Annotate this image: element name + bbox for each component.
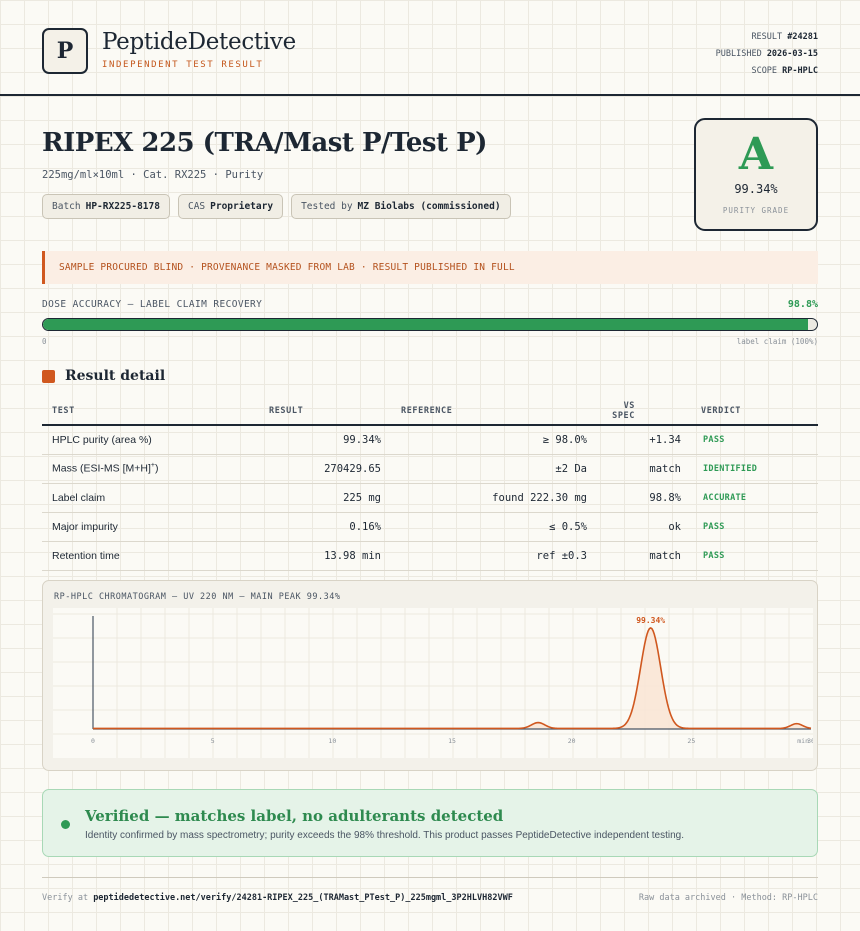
cell-result: 99.34% xyxy=(259,425,391,455)
chromatogram-card: RP-HPLC CHROMATOGRAM — UV 220 NM — MAIN … xyxy=(42,580,818,771)
cell-test: Label claim xyxy=(42,483,259,513)
cell-verdict: ACCURATE xyxy=(691,483,818,513)
x-tick-label: 20 xyxy=(568,737,576,745)
x-tick-label: 0 xyxy=(91,737,95,745)
cell-result: 0.16% xyxy=(259,512,391,542)
cell-result: 225 mg xyxy=(259,483,391,513)
chip-cas: CAS Proprietary xyxy=(177,194,284,219)
section-title: Result detail xyxy=(65,368,166,384)
cell-test: Retention time xyxy=(42,541,259,571)
cell-vs-spec: 98.8% xyxy=(597,483,691,513)
cell-verdict: PASS xyxy=(691,512,818,542)
section-marker-icon xyxy=(42,370,55,383)
report-header: P PeptideDetective INDEPENDENT TEST RESU… xyxy=(0,0,860,96)
cell-reference: ≤ 0.5% xyxy=(391,512,597,542)
verify-link[interactable]: Verify at peptidedetective.net/verify/24… xyxy=(42,893,513,903)
procurement-notice: SAMPLE PROCURED BLIND · PROVENANCE MASKE… xyxy=(42,251,818,284)
grade-letter: A xyxy=(738,129,774,180)
grade-percent: 99.34% xyxy=(734,182,778,196)
report-meta: RESULT #24281 PUBLISHED 2026-03-15 SCOPE… xyxy=(716,29,818,80)
dose-accuracy-fill xyxy=(43,319,808,330)
cell-vs-spec: match xyxy=(597,454,691,484)
cell-vs-spec: +1.34 xyxy=(597,425,691,455)
chromatogram-line xyxy=(93,626,812,730)
dose-max-label: label claim (100%) xyxy=(736,337,818,346)
dose-accuracy-label: DOSE ACCURACY — LABEL CLAIM RECOVERY xyxy=(42,299,263,310)
cell-reference: found 222.30 mg xyxy=(391,483,597,513)
cell-test: HPLC purity (area %) xyxy=(42,425,259,455)
verified-banner: Verified — matches label, no adulterants… xyxy=(42,789,818,857)
table-row: Retention time 13.98 min ref ±0.3 match … xyxy=(42,541,818,571)
cell-test: Major impurity xyxy=(42,512,259,542)
chip-batch: Batch HP-RX225-8178 xyxy=(42,194,170,219)
cell-verdict: PASS xyxy=(691,541,818,571)
table-row: HPLC purity (area %) 99.34% ≥ 98.0% +1.3… xyxy=(42,425,818,455)
col-verdict: VERDICT xyxy=(691,397,818,426)
verified-text: Identity confirmed by mass spectrometry;… xyxy=(85,830,685,841)
x-tick-label: 15 xyxy=(448,737,456,745)
x-tick-label: 5 xyxy=(211,737,215,745)
meta-scope: SCOPE RP-HPLC xyxy=(751,66,818,76)
cell-verdict: PASS xyxy=(691,425,818,455)
col-vs-spec: VS SPEC xyxy=(597,397,691,426)
footer-method: Raw data archived · Method: RP-HPLC xyxy=(638,893,818,903)
cell-vs-spec: ok xyxy=(597,512,691,542)
meta-result: RESULT #24281 xyxy=(751,32,818,42)
meta-published: PUBLISHED 2026-03-15 xyxy=(715,49,818,59)
chip-tested-by: Tested by MZ Biolabs (commissioned) xyxy=(291,194,511,219)
cell-test: Mass (ESI-MS [M+H]+) xyxy=(42,454,259,484)
cell-reference: ref ±0.3 xyxy=(391,541,597,571)
col-reference: REFERENCE xyxy=(391,397,597,426)
dose-accuracy-value: 98.8% xyxy=(787,299,818,310)
cell-result: 270429.65 xyxy=(259,454,391,484)
product-title: RIPEX 225 (TRA/Mast P/Test P) xyxy=(42,128,487,158)
col-result: RESULT xyxy=(259,397,391,426)
verified-dot-icon xyxy=(61,820,70,829)
cell-result: 13.98 min xyxy=(259,541,391,571)
brand-tagline: INDEPENDENT TEST RESULT xyxy=(102,60,264,70)
table-header-row: TEST RESULT REFERENCE VS SPEC VERDICT xyxy=(42,397,818,426)
x-tick-label: 25 xyxy=(687,737,695,745)
x-tick-label: 30 xyxy=(807,737,813,745)
table-row: Mass (ESI-MS [M+H]+) 270429.65 ±2 Da mat… xyxy=(42,454,818,484)
table-row: Label claim 225 mg found 222.30 mg 98.8%… xyxy=(42,483,818,513)
product-chips: Batch HP-RX225-8178 CAS Proprietary Tested… xyxy=(42,194,511,219)
results-table: TEST RESULT REFERENCE VS SPEC VERDICT HP… xyxy=(42,397,818,571)
brand-logo: P xyxy=(42,28,88,74)
dose-min-label: 0 xyxy=(42,337,47,346)
cell-vs-spec: match xyxy=(597,541,691,571)
footer-divider xyxy=(42,877,818,878)
peak-label: 99.34% xyxy=(636,616,665,625)
chart-background xyxy=(53,608,813,758)
product-subtitle: 225mg/ml×10ml · Cat. RX225 · Purity xyxy=(42,169,264,181)
verified-title: Verified — matches label, no adulterants… xyxy=(85,807,504,825)
grade-label: PURITY GRADE xyxy=(722,206,790,215)
cell-reference: ±2 Da xyxy=(391,454,597,484)
cell-verdict: IDENTIFIED xyxy=(691,454,818,484)
dose-accuracy-bar xyxy=(42,318,818,331)
purity-grade-card: A 99.34% PURITY GRADE xyxy=(694,118,818,231)
brand-name: PeptideDetective xyxy=(102,29,296,55)
cell-reference: ≥ 98.0% xyxy=(391,425,597,455)
chromatogram-title: RP-HPLC CHROMATOGRAM — UV 220 NM — MAIN … xyxy=(54,592,341,602)
table-row: Major impurity 0.16% ≤ 0.5% ok PASS xyxy=(42,512,818,542)
x-tick-label: 10 xyxy=(328,737,336,745)
x-unit-label: min xyxy=(797,737,809,745)
col-test: TEST xyxy=(42,397,259,426)
